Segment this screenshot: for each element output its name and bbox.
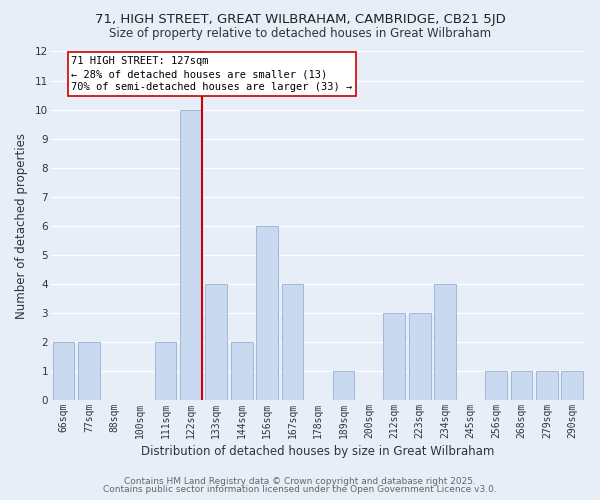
- Bar: [409, 312, 431, 400]
- Bar: [282, 284, 304, 400]
- Text: Contains HM Land Registry data © Crown copyright and database right 2025.: Contains HM Land Registry data © Crown c…: [124, 477, 476, 486]
- Bar: [485, 370, 507, 400]
- Bar: [434, 284, 456, 400]
- Bar: [562, 370, 583, 400]
- Y-axis label: Number of detached properties: Number of detached properties: [15, 132, 28, 318]
- Bar: [511, 370, 532, 400]
- Text: 71, HIGH STREET, GREAT WILBRAHAM, CAMBRIDGE, CB21 5JD: 71, HIGH STREET, GREAT WILBRAHAM, CAMBRI…: [95, 12, 505, 26]
- Bar: [383, 312, 405, 400]
- Bar: [180, 110, 202, 400]
- Bar: [332, 370, 354, 400]
- Bar: [231, 342, 253, 400]
- Bar: [53, 342, 74, 400]
- Text: Size of property relative to detached houses in Great Wilbraham: Size of property relative to detached ho…: [109, 28, 491, 40]
- Text: 71 HIGH STREET: 127sqm
← 28% of detached houses are smaller (13)
70% of semi-det: 71 HIGH STREET: 127sqm ← 28% of detached…: [71, 56, 353, 92]
- Bar: [205, 284, 227, 400]
- Bar: [155, 342, 176, 400]
- Bar: [536, 370, 557, 400]
- Bar: [79, 342, 100, 400]
- Text: Contains public sector information licensed under the Open Government Licence v3: Contains public sector information licen…: [103, 485, 497, 494]
- Bar: [256, 226, 278, 400]
- X-axis label: Distribution of detached houses by size in Great Wilbraham: Distribution of detached houses by size …: [141, 444, 494, 458]
